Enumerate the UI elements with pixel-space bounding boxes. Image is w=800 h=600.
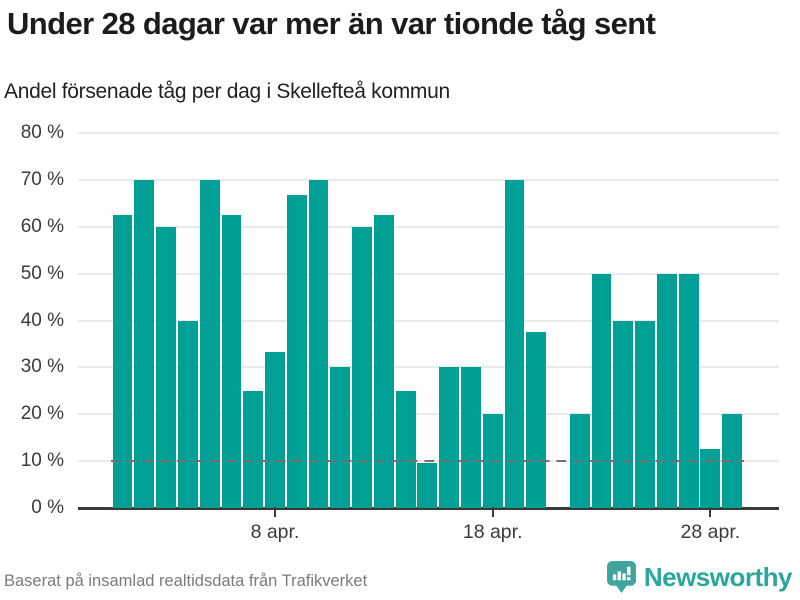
bar-4apr <box>178 320 198 508</box>
source-text: Baserat på insamlad realtidsdata från Tr… <box>4 572 368 590</box>
bar-23apr <box>591 273 612 508</box>
newsworthy-pin-icon <box>606 561 636 593</box>
x-axis-line <box>78 507 779 510</box>
y-axis-label: 0 % <box>31 497 64 518</box>
bar-25apr <box>635 320 655 508</box>
bar-8apr <box>265 351 285 508</box>
bar-10apr <box>308 179 329 508</box>
gridline <box>78 132 779 134</box>
x-axis-tick <box>491 507 494 517</box>
bar-14apr <box>395 390 416 508</box>
bar-19apr <box>504 179 525 508</box>
bar-16apr <box>439 367 460 508</box>
bar-2apr <box>134 179 155 508</box>
x-axis-tick <box>709 507 712 517</box>
brand-logo: Newsworthy <box>606 561 793 593</box>
gridline <box>78 225 779 228</box>
gridline <box>78 272 779 275</box>
bar-11apr <box>330 367 351 508</box>
gridline <box>78 319 779 322</box>
bar-24apr <box>613 320 634 508</box>
bar-7apr <box>243 390 264 508</box>
bar-17apr <box>461 367 481 508</box>
gridline <box>78 178 779 181</box>
x-axis-tick <box>273 507 277 517</box>
y-axis-label: 20 % <box>20 403 64 425</box>
bar-9apr <box>286 195 307 508</box>
y-axis-label: 30 % <box>20 356 64 378</box>
bar-15apr <box>417 462 438 508</box>
y-axis-label: 70 % <box>20 168 64 190</box>
bar-27apr <box>678 273 699 508</box>
bar-1apr <box>112 215 133 508</box>
bar-26apr <box>656 273 677 508</box>
brand-name: Newsworthy <box>643 561 793 592</box>
bar-12apr <box>352 226 372 508</box>
bar-5apr <box>199 179 220 508</box>
page-title: Under 28 dagar var mer än var tionde tåg… <box>7 6 656 41</box>
y-axis-label: 40 % <box>20 309 64 331</box>
bar-20apr <box>526 332 547 508</box>
gridline <box>78 366 779 369</box>
bar-28apr <box>700 449 721 508</box>
bar-3apr <box>156 226 177 508</box>
y-axis-label: 50 % <box>20 262 64 284</box>
plot-area <box>78 132 779 517</box>
x-axis-label: 28 apr. <box>680 521 741 543</box>
x-axis-label: 8 apr. <box>250 521 300 543</box>
reference-line-10-percent <box>110 459 745 463</box>
y-axis-label: 10 % <box>20 450 64 472</box>
gridline <box>78 413 779 416</box>
x-axis-label: 18 apr. <box>462 521 523 543</box>
chart-subtitle: Andel försenade tåg per dag i Skellefteå… <box>4 80 450 103</box>
bar-13apr <box>373 215 394 508</box>
y-axis-label: 80 % <box>20 122 64 143</box>
y-axis-label: 60 % <box>20 215 64 237</box>
bar-6apr <box>221 215 242 508</box>
